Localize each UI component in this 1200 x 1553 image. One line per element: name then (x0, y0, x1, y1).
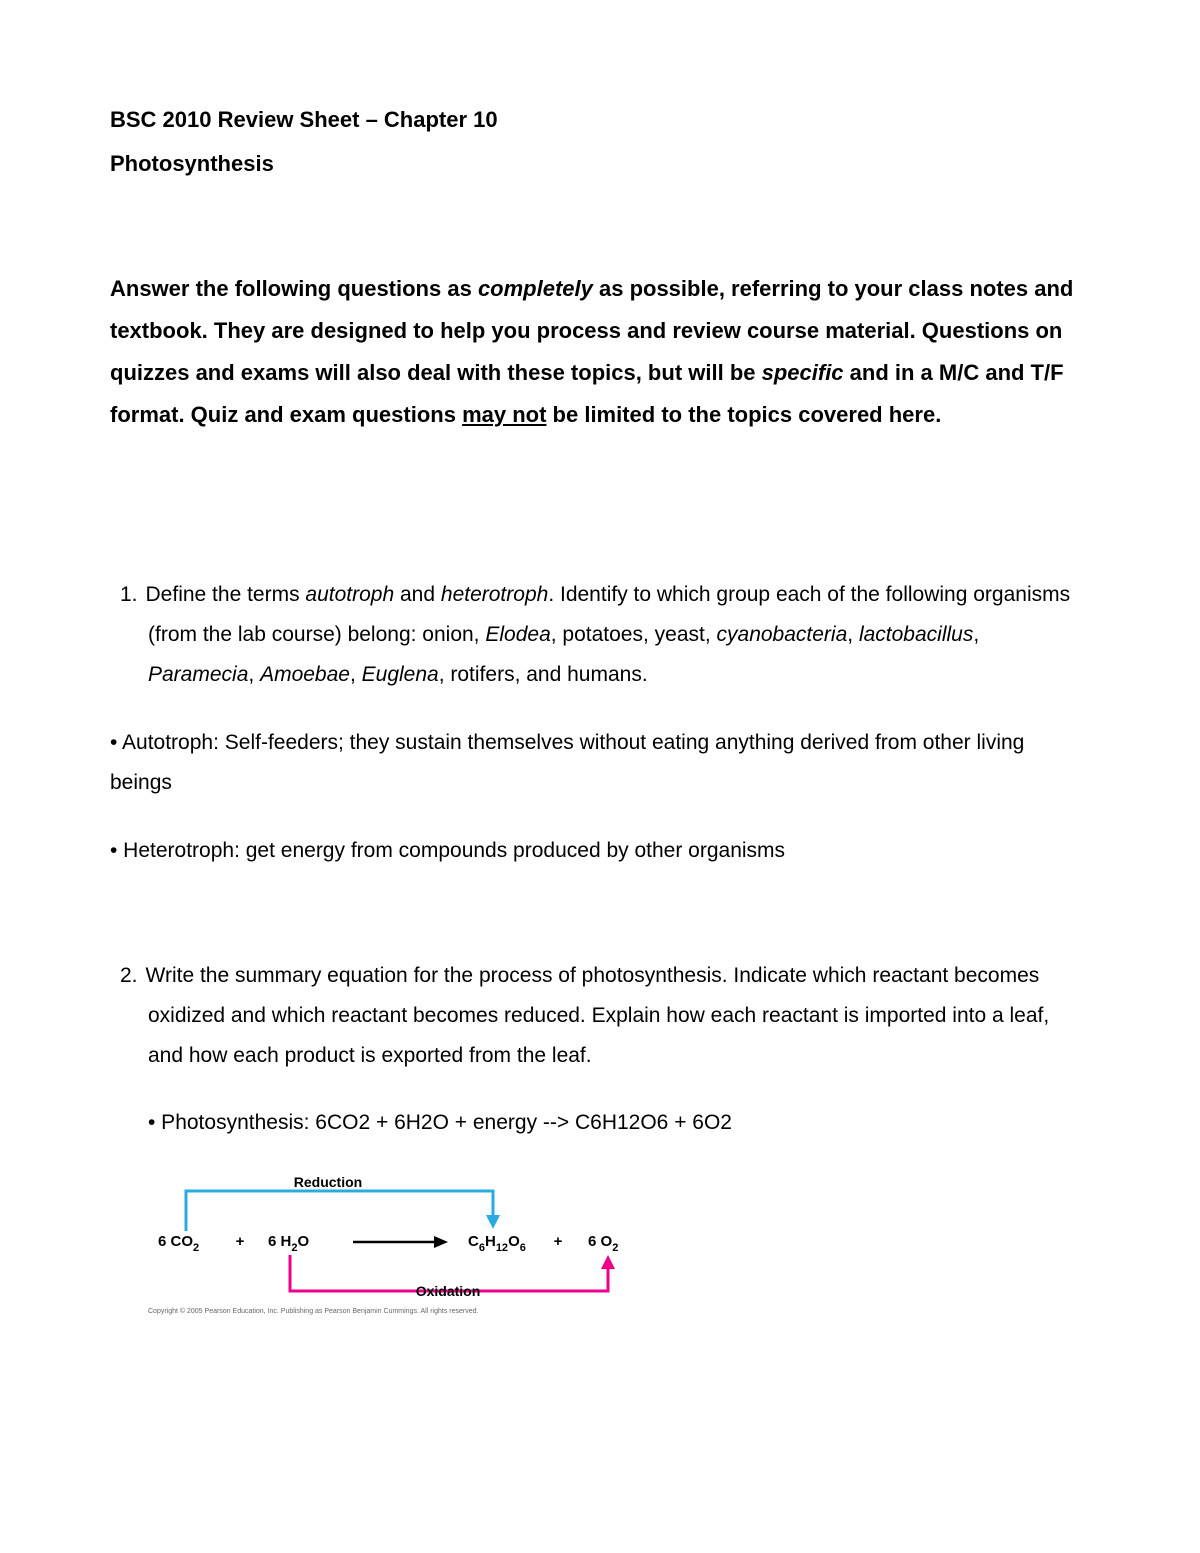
q1-text-5: , (847, 623, 859, 646)
q1-italic-1: autotroph (305, 583, 394, 606)
reduction-label: Reduction (294, 1174, 362, 1190)
question-2: 2. Write the summary equation for the pro… (110, 956, 1090, 1076)
eq-arrowhead (434, 1236, 448, 1248)
header-title: BSC 2010 Review Sheet – Chapter 10 (110, 100, 1090, 140)
q1-italic-3: Elodea (485, 623, 550, 646)
q1-text-9: , rotifers, and humans. (439, 663, 648, 686)
diagram-copyright: Copyright © 2005 Pearson Education, Inc.… (148, 1308, 708, 1315)
answer-1-heterotroph: • Heterotroph: get energy from compounds… (110, 831, 1090, 871)
answer-1-autotroph: • Autotroph: Self-feeders; they sustain … (110, 723, 1090, 803)
oxidation-label: Oxidation (416, 1283, 481, 1299)
reduction-arrowhead (486, 1215, 500, 1229)
header-subtitle: Photosynthesis (110, 144, 1090, 184)
q1-italic-7: Amoebae (260, 663, 350, 686)
eq-product1: C6H12O6 (468, 1233, 526, 1254)
q1-text-1: Define the terms (146, 583, 306, 606)
eq-product2: 6 O2 (588, 1233, 618, 1254)
instructions-text-1: Answer the following questions as (110, 276, 478, 301)
q1-italic-4: cyanobacteria (717, 623, 848, 646)
eq-plus1: + (236, 1233, 245, 1250)
reduction-line (186, 1191, 493, 1231)
instructions-underline: may not (462, 402, 546, 427)
q1-text-4: , potatoes, yeast, (551, 623, 717, 646)
redox-diagram-svg: Reduction 6 CO2 + 6 H2O C6H12O6 + 6 O2 O… (148, 1171, 708, 1301)
q1-italic-2: heterotroph (441, 583, 548, 606)
q2-number: 2. (120, 964, 138, 987)
eq-plus2: + (554, 1233, 563, 1250)
question-2-block: 2. Write the summary equation for the pro… (110, 956, 1090, 1316)
q1-italic-6: Paramecia (148, 663, 248, 686)
q1-text-6: , (973, 623, 979, 646)
q1-text-8: , (350, 663, 362, 686)
answer-2-equation: • Photosynthesis: 6CO2 + 6H2O + energy -… (110, 1103, 1090, 1143)
instructions-text-4: be limited to the topics covered here. (546, 402, 941, 427)
eq-reactant1: 6 CO2 (158, 1233, 199, 1254)
oxidation-arrowhead (601, 1255, 615, 1269)
q1-text-7: , (248, 663, 260, 686)
eq-reactant2: 6 H2O (268, 1233, 309, 1254)
q1-italic-5: lactobacillus (859, 623, 973, 646)
instructions-italic-1: completely (478, 276, 593, 301)
q1-text-2: and (394, 583, 441, 606)
question-1: 1. Define the terms autotroph and heterot… (110, 575, 1090, 695)
q2-text: Write the summary equation for the proce… (146, 964, 1050, 1067)
q1-number: 1. (120, 583, 138, 606)
instructions-italic-2: specific (762, 360, 844, 385)
question-1-block: 1. Define the terms autotroph and heterot… (110, 575, 1090, 870)
instructions-paragraph: Answer the following questions as comple… (110, 268, 1090, 435)
redox-diagram: Reduction 6 CO2 + 6 H2O C6H12O6 + 6 O2 O… (148, 1171, 708, 1315)
q1-italic-8: Euglena (362, 663, 439, 686)
